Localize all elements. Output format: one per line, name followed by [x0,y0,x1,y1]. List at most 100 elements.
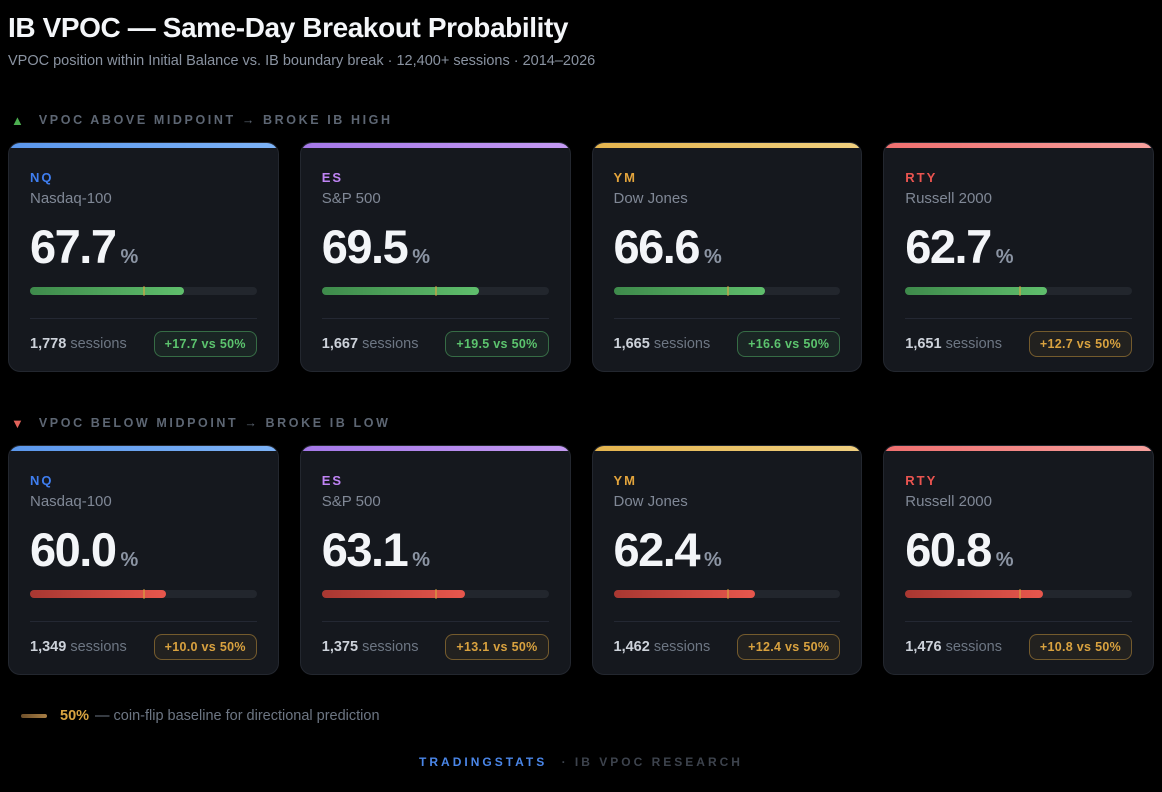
sessions-line: 1,476 sessions [905,639,1002,655]
sessions-label: sessions [945,336,1002,353]
delta-badge: +17.7 vs 50% [153,331,257,358]
baseline-50-tick [435,589,438,600]
baseline-legend-text: 50% — coin-flip baseline for directional … [60,708,380,724]
probability-bar [613,286,841,297]
ticker-label: ES [321,170,344,185]
sessions-label: sessions [70,639,127,656]
section-header-above: ▲ VPOC ABOVE MIDPOINT → BROKE IB HIGH [11,113,1154,127]
page-title: IB VPOC — Same-Day Breakout Probability [8,12,569,43]
sessions-count: 1,462 [613,639,650,656]
probability-value: 60.0 [30,523,117,576]
baseline-50-tick [726,589,729,600]
probability-bar [30,286,257,297]
delta-badge: +19.5 vs 50% [445,331,549,358]
sessions-label: sessions [653,336,711,353]
percent-sign: % [120,549,139,571]
instrument-card-rty-high: RTY Russell 2000 62.7 % 1,651 sessions +… [883,142,1154,372]
probability-value: 62.7 [905,220,992,273]
probability-bar [30,589,257,600]
sessions-label: sessions [945,639,1002,656]
probability-bar-fill [30,590,167,599]
probability-bar-fill [613,590,755,599]
instrument-card-es-low: ES S&P 500 63.1 % 1,375 sessions +13.1 v… [299,445,571,675]
card-grid-below: NQ Nasdaq-100 60.0 % 1,349 sessions +10.… [8,445,1154,675]
probability-bar [905,589,1132,600]
ticker-label: NQ [30,170,54,185]
probability-value: 66.6 [613,220,701,273]
probability-value: 63.1 [321,523,409,576]
probability-bar-fill [321,590,465,599]
probability-readout: 66.6 % [613,220,841,273]
ticker-label: YM [613,473,637,488]
baseline-50-tick [1018,286,1021,297]
probability-bar [321,589,549,600]
delta-badge: +13.1 vs 50% [445,634,549,661]
sessions-count: 1,651 [905,336,942,353]
baseline-50-tick [143,589,146,600]
probability-value: 69.5 [321,220,409,273]
probability-bar-fill [613,287,765,296]
card-footer: 1,665 sessions +16.6 vs 50% [614,331,841,358]
divider [30,621,257,623]
divider [905,318,1132,320]
card-grid-above: NQ Nasdaq-100 67.7 % 1,778 sessions +17.… [8,142,1154,372]
baseline-50-tick [435,286,438,297]
probability-bar-fill [905,590,1044,599]
percent-sign: % [703,246,722,268]
probability-bar-fill [321,287,480,296]
brand-name: TRADINGSTATS [419,755,548,769]
card-accent-bar [592,143,862,148]
baseline-50-tick [726,286,729,297]
site-footer: TRADINGSTATS · IB VPOC RESEARCH [8,755,1154,769]
sessions-line: 1,651 sessions [905,336,1002,352]
sessions-line: 1,778 sessions [30,336,127,352]
card-footer: 1,349 sessions +10.0 vs 50% [30,634,257,661]
sessions-line: 1,375 sessions [322,639,419,655]
divider [321,318,549,320]
instrument-name: Dow Jones [613,190,688,207]
probability-readout: 60.0 % [30,523,257,576]
sessions-line: 1,665 sessions [614,336,711,352]
instrument-card-ym-high: YM Dow Jones 66.6 % 1,665 sessions +16.6… [591,142,863,372]
baseline-description: — coin-flip baseline for directional pre… [95,708,380,724]
triangle-down-icon: ▼ [11,415,24,431]
probability-value: 62.4 [613,523,701,576]
ticker-label: RTY [905,473,938,488]
probability-bar [905,286,1132,297]
sessions-label: sessions [362,639,419,656]
ticker-label: NQ [30,473,54,488]
card-footer: 1,651 sessions +12.7 vs 50% [905,331,1132,358]
baseline-50-tick [1018,589,1021,600]
section-label: VPOC BELOW MIDPOINT → BROKE IB LOW [38,416,391,430]
divider [905,621,1132,623]
instrument-name: Nasdaq-100 [30,190,112,207]
card-footer: 1,667 sessions +19.5 vs 50% [322,331,549,358]
sessions-label: sessions [362,336,419,353]
baseline-value: 50% [60,708,90,724]
card-accent-bar [300,446,570,451]
baseline-legend: 50% — coin-flip baseline for directional … [21,708,1154,724]
divider [613,318,841,320]
card-footer: 1,375 sessions +13.1 vs 50% [322,634,549,661]
probability-value: 60.8 [905,523,992,576]
delta-badge: +10.0 vs 50% [153,634,257,661]
probability-readout: 67.7 % [30,222,257,272]
probability-bar [613,589,841,600]
probability-bar-fill [30,287,184,296]
page-subtitle: VPOC position within Initial Balance vs.… [8,53,596,69]
probability-readout: 62.4 % [613,523,841,576]
baseline-50-tick [143,286,146,297]
baseline-dash-icon [21,714,47,718]
section-header-below: ▼ VPOC BELOW MIDPOINT → BROKE IB LOW [11,416,1154,430]
instrument-name: Russell 2000 [905,493,992,510]
card-footer: 1,462 sessions +12.4 vs 50% [613,634,841,661]
sessions-line: 1,349 sessions [30,639,127,655]
ticker-label: RTY [905,170,938,185]
instrument-name: S&P 500 [321,493,381,510]
ticker-label: ES [321,473,344,488]
instrument-name: Nasdaq-100 [30,493,112,510]
sessions-count: 1,476 [905,639,942,656]
card-accent-bar [9,446,278,451]
probability-readout: 62.7 % [905,220,1132,273]
sessions-count: 1,665 [613,336,650,353]
